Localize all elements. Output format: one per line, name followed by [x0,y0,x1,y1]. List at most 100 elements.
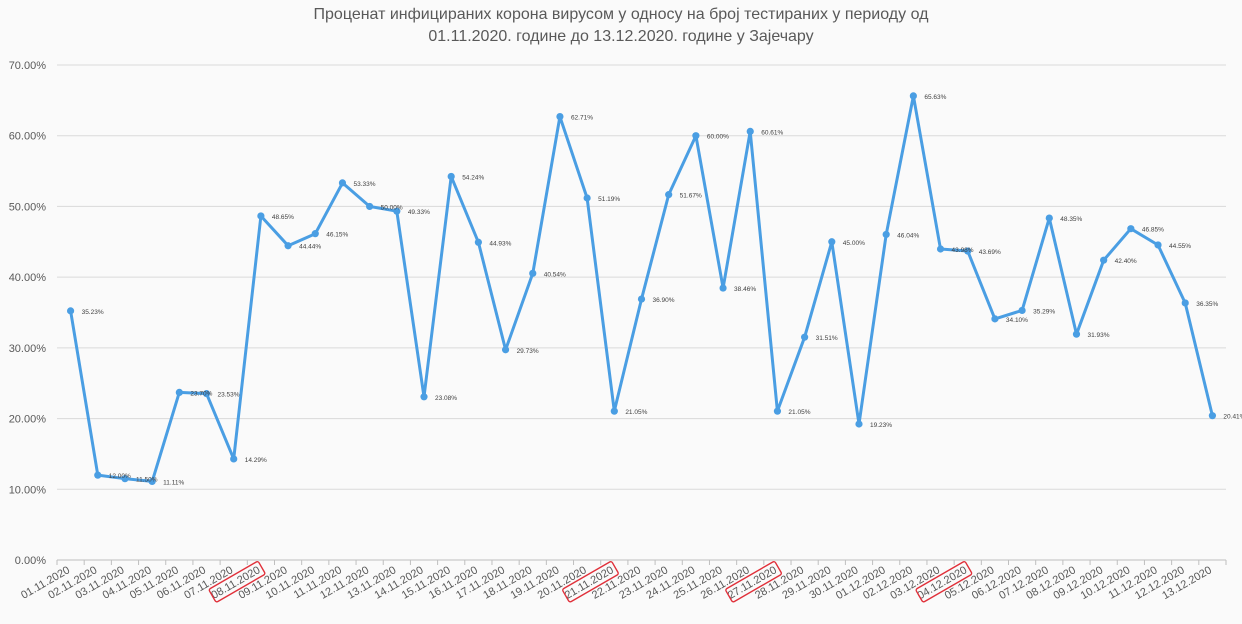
series-line [69,94,1214,483]
data-point [637,295,646,303]
data-point [1181,299,1189,307]
data-point [692,132,700,140]
chart-title-line1: Проценат инфицираних корона вирусом у од… [313,6,929,23]
data-point [230,455,238,463]
data-label: 21.05% [788,409,810,416]
y-tick-label: 70.00% [9,60,47,72]
data-label: 44.44% [299,244,321,251]
data-label: 44.93% [489,240,511,247]
data-label: 23.08% [435,395,457,402]
data-point [447,172,455,181]
data-label: 11.11% [163,479,184,486]
data-point [1072,330,1081,338]
data-label: 54.24% [462,174,484,181]
data-label: 19.23% [870,422,892,429]
data-label: 43.98% [952,247,974,254]
data-label: 42.40% [1115,258,1137,265]
data-label: 34.10% [1006,317,1028,324]
data-label: 31.93% [1087,332,1109,339]
data-point [1154,241,1162,249]
y-tick-label: 0.00% [15,555,46,567]
data-label: 23.70% [190,390,212,397]
data-label: 60.00% [707,134,729,141]
data-label: 31.51% [816,335,838,342]
data-point [1127,225,1135,233]
data-point [474,238,482,246]
data-label: 14.29% [245,457,267,464]
data-label: 48.65% [272,214,294,221]
data-label: 20.41% [1223,414,1242,421]
data-label: 12.00% [109,473,131,480]
data-label: 29.73% [517,348,539,355]
data-label: 23.53% [218,392,240,399]
data-label: 50.00% [381,204,403,211]
highlight-box [915,561,973,603]
data-point [719,284,727,292]
data-point [855,420,863,428]
data-point [828,238,836,246]
data-point [583,194,591,202]
y-tick-label: 10.00% [9,484,47,496]
data-label: 35.29% [1033,308,1055,315]
highlight-box [562,561,619,603]
data-point [257,212,265,220]
data-point [665,191,673,199]
data-label: 51.67% [680,193,702,200]
data-point [501,346,510,354]
y-tick-label: 40.00% [9,272,47,284]
data-point [338,179,347,187]
data-label: 49.33% [408,209,430,216]
data-point [202,390,211,398]
y-tick-label: 60.00% [9,131,47,143]
data-label: 46.85% [1142,227,1164,234]
data-point [393,207,401,215]
highlight-box [208,561,266,603]
data-point [610,407,618,415]
data-label: 60.61% [761,129,783,136]
data-label: 45.00% [843,240,865,247]
data-point [991,315,999,323]
data-label: 43.69% [979,249,1001,256]
data-point [1208,412,1217,420]
data-point [148,477,156,486]
y-tick-label: 20.00% [9,414,47,426]
data-label: 21.05% [625,409,647,416]
data-point [1100,256,1108,264]
data-label: 36.35% [1196,301,1218,308]
data-point [420,393,428,401]
data-label: 35.23% [82,309,104,316]
data-label: 46.15% [326,232,348,239]
data-point [909,92,917,100]
data-point [1018,306,1026,315]
data-point [66,307,75,315]
data-label: 44.55% [1169,243,1191,250]
data-label: 38.46% [734,286,756,293]
data-label: 53.33% [353,181,375,188]
data-label: 48.35% [1060,216,1082,223]
data-point [773,407,782,415]
data-label: 65.63% [924,94,946,101]
data-point [801,333,809,341]
data-point [1045,214,1053,222]
data-point [882,230,890,239]
data-point [121,475,129,483]
data-label: 62.71% [571,115,593,122]
data-point [936,245,945,253]
highlight-box [725,561,782,603]
y-tick-label: 50.00% [9,201,47,213]
data-point [311,230,319,238]
chart-title-line2: 01.11.2020. године до 13.12.2020. године… [428,28,814,45]
data-point [556,112,564,121]
data-label: 51.19% [598,196,620,203]
data-point [366,202,374,211]
data-point [746,127,754,136]
data-point [94,471,102,479]
data-point [175,388,183,397]
data-label: 11.50% [136,477,158,484]
data-label: 36.90% [653,297,675,304]
data-label: 40.54% [544,271,566,278]
data-point [529,269,537,277]
data-point [964,247,972,255]
